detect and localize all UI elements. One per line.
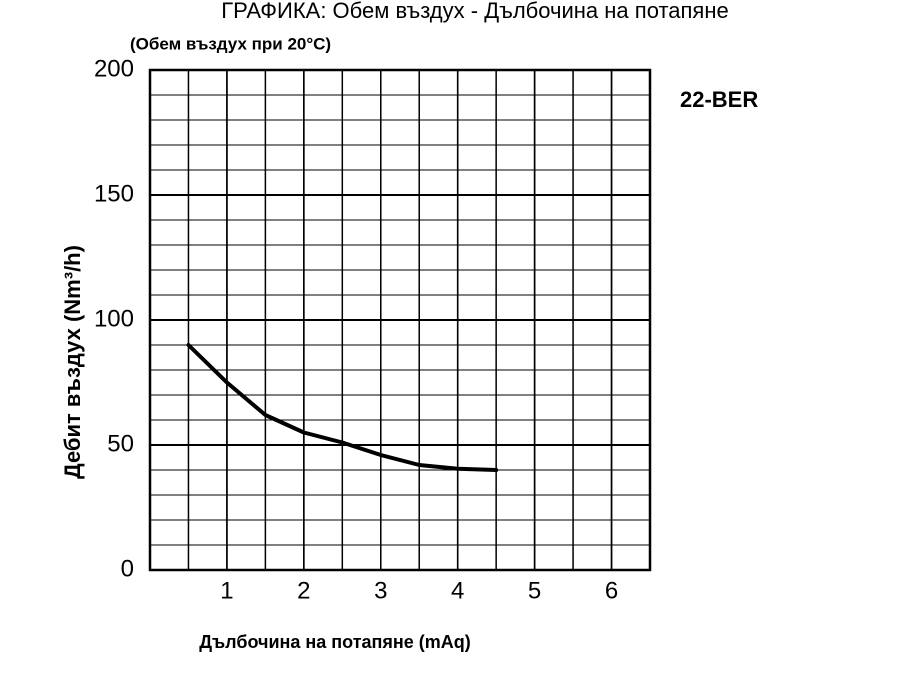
y-tick-label: 50: [107, 430, 134, 457]
data-line: [186, 343, 499, 472]
plot-frame: [148, 68, 652, 572]
y-tick-label: 0: [121, 555, 134, 582]
x-tick-label: 2: [297, 577, 310, 604]
chart-subtitle: (Обем въздух при 20°C): [130, 34, 331, 53]
x-tick-label: 6: [605, 577, 618, 604]
x-axis-label: Дълбочина на потапяне (mAq): [199, 632, 471, 652]
x-tick-label: 3: [374, 577, 387, 604]
y-axis-label: Дебит въздух (Nm³/h): [60, 245, 85, 479]
x-tick-label: 5: [528, 577, 541, 604]
chart-title: ГРАФИКА: Обем въздух - Дълбочина на пота…: [221, 0, 728, 23]
x-tick-label: 1: [220, 577, 233, 604]
annotation: 22-BER: [680, 87, 758, 112]
x-tick-label: 4: [451, 577, 464, 604]
y-tick-label: 150: [94, 180, 134, 207]
y-tick-label: 200: [94, 55, 134, 82]
y-tick-label: 100: [94, 305, 134, 332]
